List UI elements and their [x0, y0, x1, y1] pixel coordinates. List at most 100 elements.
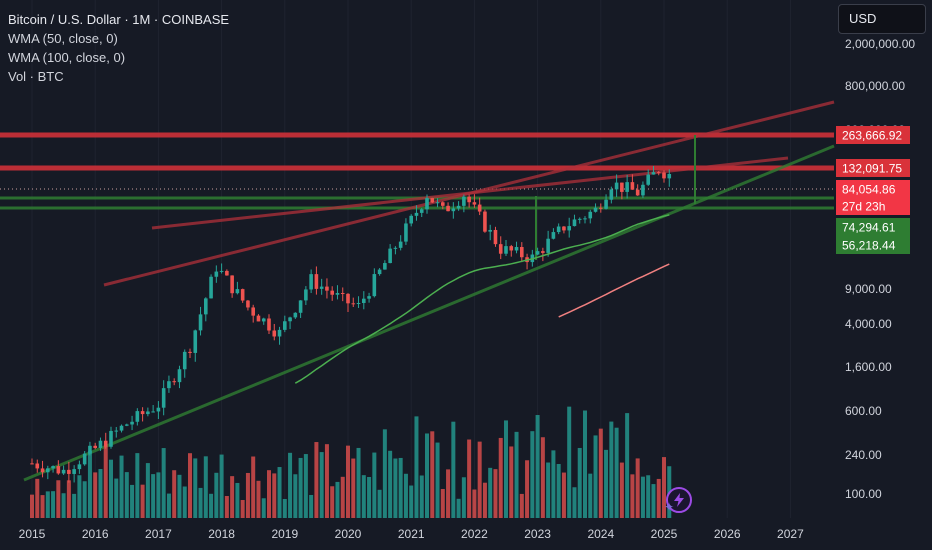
candle-body[interactable] [504, 246, 508, 254]
candle-body[interactable] [641, 184, 645, 196]
candle-body[interactable] [520, 247, 524, 258]
candle-body[interactable] [588, 211, 593, 219]
candle-body[interactable] [614, 182, 619, 190]
candle-body[interactable] [235, 289, 240, 294]
candle-body[interactable] [177, 369, 182, 383]
trendline-support[interactable] [23, 144, 835, 482]
candle-body[interactable] [367, 296, 371, 299]
candle-body[interactable] [114, 430, 119, 432]
candle-body[interactable] [225, 270, 229, 276]
candle-body[interactable] [541, 251, 545, 253]
candle-body[interactable] [30, 463, 34, 465]
candle-body[interactable] [356, 303, 361, 305]
candle-body[interactable] [483, 211, 487, 232]
price-tag-support[interactable] [836, 236, 910, 254]
candle-body[interactable] [409, 215, 413, 224]
wma50-line[interactable] [294, 214, 670, 384]
candle-body[interactable] [362, 298, 366, 304]
candle-body[interactable] [535, 251, 540, 255]
candle-body[interactable] [340, 293, 345, 295]
candle-body[interactable] [388, 248, 392, 264]
candle-body[interactable] [667, 173, 672, 179]
candle-body[interactable] [419, 209, 424, 213]
candle-body[interactable] [325, 286, 329, 291]
candle-body[interactable] [635, 189, 640, 196]
candle-body[interactable] [309, 274, 313, 290]
candle-body[interactable] [662, 172, 666, 179]
candle-body[interactable] [620, 182, 624, 192]
candle-body[interactable] [488, 229, 492, 232]
price-tag-resistance[interactable] [836, 126, 910, 144]
price-tag-resistance[interactable] [836, 159, 910, 177]
candle-body[interactable] [119, 425, 124, 431]
candle-body[interactable] [267, 318, 271, 331]
candle-body[interactable] [477, 204, 482, 212]
candle-body[interactable] [577, 218, 582, 220]
candle-body[interactable] [277, 329, 282, 337]
candle-body[interactable] [462, 196, 466, 206]
candle-body[interactable] [604, 199, 608, 209]
price-tag-support[interactable] [836, 218, 910, 236]
candle-body[interactable] [404, 223, 408, 242]
candle-body[interactable] [61, 469, 66, 474]
price-tag-last_price[interactable] [836, 180, 910, 198]
candle-body[interactable] [130, 421, 134, 425]
candle-body[interactable] [330, 290, 334, 295]
candle-body[interactable] [425, 198, 429, 210]
candle-body[interactable] [283, 321, 287, 330]
candle-body[interactable] [498, 244, 503, 254]
candle-body[interactable] [251, 307, 255, 316]
candle-body[interactable] [67, 469, 71, 474]
candle-body[interactable] [346, 293, 350, 304]
candle-body[interactable] [383, 263, 387, 270]
candle-body[interactable] [109, 430, 113, 447]
candle-body[interactable] [567, 226, 571, 231]
candle-body[interactable] [493, 229, 498, 245]
candle-body[interactable] [656, 172, 661, 174]
candle-body[interactable] [625, 182, 629, 192]
candle-body[interactable] [572, 219, 577, 227]
candle-body[interactable] [451, 208, 456, 212]
candle-body[interactable] [414, 212, 419, 216]
candle-body[interactable] [562, 226, 566, 231]
candle-body[interactable] [98, 440, 103, 448]
candle-body[interactable] [514, 247, 519, 251]
candle-body[interactable] [630, 182, 635, 190]
candle-body[interactable] [593, 207, 598, 212]
trendline-resistance-short[interactable] [151, 156, 789, 230]
candle-body[interactable] [198, 314, 203, 331]
candle-body[interactable] [230, 275, 234, 294]
candle-body[interactable] [204, 298, 208, 315]
currency-selector[interactable]: USD [838, 4, 926, 34]
candle-body[interactable] [335, 293, 340, 295]
candle-body[interactable] [151, 411, 155, 413]
candle-body[interactable] [88, 445, 92, 454]
symbol-title[interactable]: Bitcoin / U.S. Dollar · 1M · COINBASE [8, 12, 230, 27]
candle-body[interactable] [314, 274, 319, 289]
candle-body[interactable] [446, 205, 450, 212]
candle-body[interactable] [240, 289, 245, 301]
candle-body[interactable] [551, 232, 556, 239]
candle-body[interactable] [351, 303, 356, 305]
candle-body[interactable] [167, 381, 171, 389]
candle-body[interactable] [583, 218, 587, 220]
candle-body[interactable] [161, 388, 166, 408]
candle-body[interactable] [35, 463, 40, 469]
indicator-volume[interactable]: Vol · BTC [8, 69, 64, 84]
candle-body[interactable] [56, 466, 61, 474]
candle-body[interactable] [214, 271, 219, 277]
candle-body[interactable] [156, 407, 161, 412]
candle-body[interactable] [456, 205, 461, 209]
candle-body[interactable] [77, 464, 82, 470]
candle-body[interactable] [288, 317, 292, 322]
indicator-wma50[interactable]: WMA (50, close, 0) [8, 31, 118, 46]
candle-body[interactable] [51, 466, 55, 469]
candle-body[interactable] [556, 226, 561, 233]
candle-body[interactable] [188, 351, 192, 353]
candle-body[interactable] [140, 411, 145, 415]
candle-body[interactable] [398, 241, 403, 248]
lightning-icon[interactable] [666, 487, 692, 513]
candle-body[interactable] [651, 172, 656, 175]
candle-body[interactable] [261, 318, 266, 322]
candle-body[interactable] [246, 300, 250, 308]
